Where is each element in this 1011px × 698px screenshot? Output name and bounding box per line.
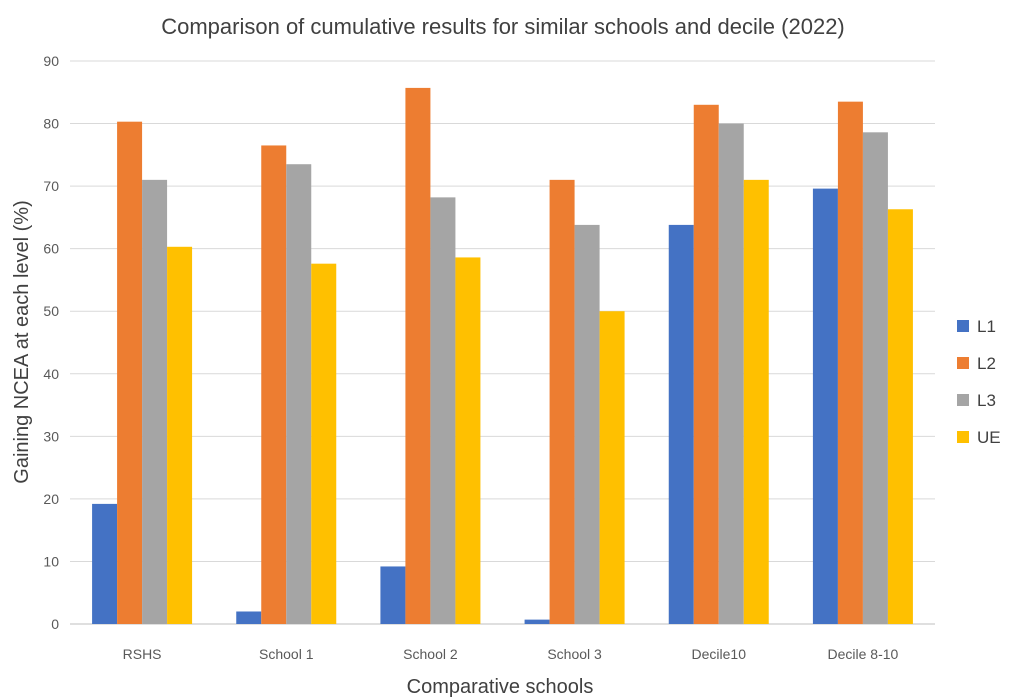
x-axis-title: Comparative schools [407,676,594,698]
legend-label-l2: L2 [977,354,996,373]
legend: L1 L2 L3 UE [957,317,1001,447]
x-tick-label: School 3 [547,646,602,662]
x-axis-ticks: RSHS School 1 School 2 School 3 Decile10 Deci… [123,646,899,662]
bar-l2-2 [405,87,431,625]
bar-l2-5 [837,101,863,624]
bar-l3-3 [574,224,600,624]
bar-l1-3 [524,619,550,624]
bar-l3-4 [718,123,744,625]
legend-label-l3: L3 [977,391,996,410]
x-tick-label: School 1 [259,646,314,662]
legend-swatch-l2 [957,357,969,369]
y-tick-label: 90 [43,53,59,69]
bar-ue-4 [743,179,769,624]
bar-l3-5 [862,132,888,624]
bar-l3-1 [286,164,312,624]
y-axis-title: Gaining NCEA at each level (%) [11,200,33,483]
bar-l1-4 [668,224,694,624]
y-tick-label: 80 [43,116,59,132]
bar-l2-3 [549,179,575,624]
y-tick-label: 10 [43,553,59,569]
legend-label-ue: UE [977,428,1001,447]
legend-swatch-l1 [957,320,969,332]
y-tick-label: 30 [43,428,59,444]
bar-ue-3 [599,311,625,624]
legend-swatch-l3 [957,394,969,406]
bar-l1-0 [92,503,118,624]
x-tick-label: Decile10 [692,646,747,662]
bar-l2-1 [261,145,287,624]
y-tick-label: 50 [43,303,59,319]
bar-l3-2 [430,197,456,625]
bar-ue-5 [887,209,913,625]
bar-l1-1 [236,611,262,624]
bar-l3-0 [142,179,168,624]
y-tick-label: 40 [43,366,59,382]
bar-l2-4 [693,104,719,625]
bars [92,87,913,625]
bar-ue-1 [311,263,337,624]
y-tick-label: 70 [43,178,59,194]
bar-ue-0 [167,246,193,625]
bar-l2-0 [117,121,143,624]
legend-swatch-ue [957,431,969,443]
x-tick-label: RSHS [123,646,162,662]
x-tick-label: School 2 [403,646,458,662]
x-tick-label: Decile 8-10 [828,646,899,662]
bar-l1-2 [380,566,406,624]
legend-label-l1: L1 [977,317,996,336]
y-axis-ticks: 0 10 20 30 40 50 60 70 80 90 [43,53,59,632]
bar-l1-5 [812,188,838,624]
bar-ue-2 [455,257,481,624]
gridlines [70,60,935,625]
y-tick-label: 0 [51,616,59,632]
chart-title: Comparison of cumulative results for sim… [161,14,845,39]
y-tick-label: 60 [43,241,59,257]
y-tick-label: 20 [43,491,59,507]
